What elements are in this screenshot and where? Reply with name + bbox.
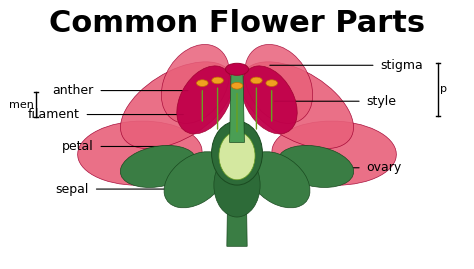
Text: ovary: ovary	[366, 161, 402, 174]
Text: anther: anther	[53, 84, 94, 97]
Ellipse shape	[120, 146, 196, 187]
Ellipse shape	[226, 63, 248, 75]
Text: sepal: sepal	[55, 183, 89, 196]
Text: men: men	[9, 100, 34, 109]
Ellipse shape	[212, 77, 223, 84]
Ellipse shape	[214, 153, 260, 217]
Ellipse shape	[164, 152, 227, 208]
Ellipse shape	[242, 66, 297, 134]
Ellipse shape	[120, 62, 233, 148]
Ellipse shape	[197, 80, 208, 86]
Polygon shape	[229, 73, 245, 143]
Ellipse shape	[247, 152, 310, 208]
Ellipse shape	[251, 77, 262, 84]
Text: stigma: stigma	[380, 59, 423, 72]
Ellipse shape	[241, 62, 354, 148]
Ellipse shape	[161, 44, 229, 123]
Text: Common Flower Parts: Common Flower Parts	[49, 9, 425, 38]
Ellipse shape	[219, 132, 255, 180]
Ellipse shape	[78, 121, 202, 185]
Ellipse shape	[211, 121, 263, 185]
Text: filament: filament	[28, 108, 80, 121]
Text: style: style	[366, 95, 396, 108]
Polygon shape	[227, 182, 247, 246]
Ellipse shape	[231, 83, 243, 89]
Text: p: p	[440, 84, 447, 94]
Ellipse shape	[177, 66, 232, 134]
Ellipse shape	[245, 44, 313, 123]
Ellipse shape	[266, 80, 277, 86]
Ellipse shape	[272, 121, 396, 185]
Ellipse shape	[278, 146, 354, 187]
Text: petal: petal	[62, 140, 94, 153]
